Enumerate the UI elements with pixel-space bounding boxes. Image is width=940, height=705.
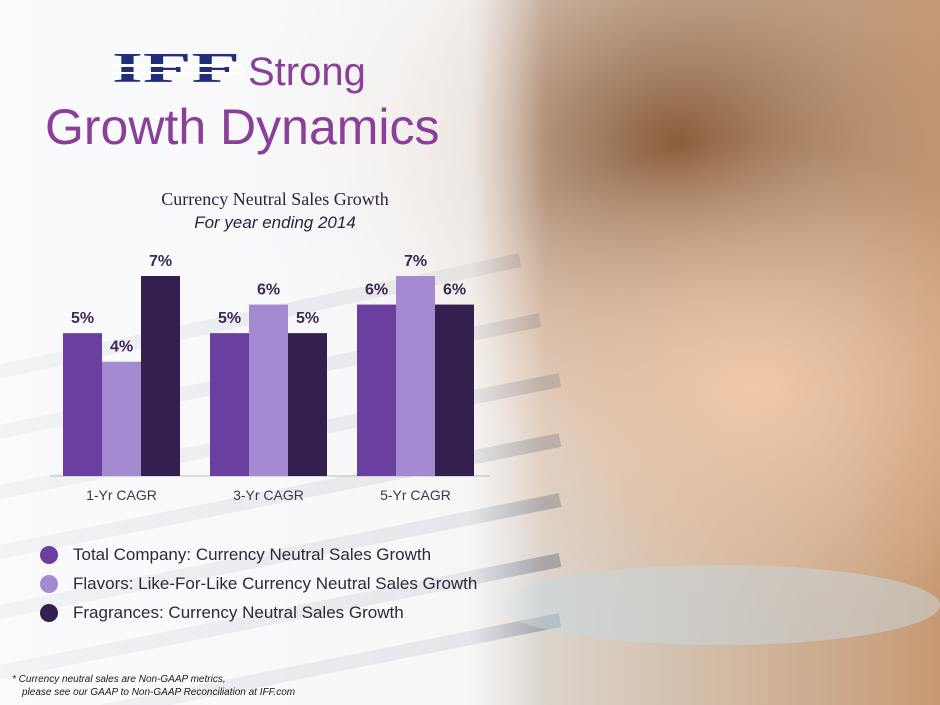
bar-1-yr-cagr-series-1 bbox=[102, 361, 141, 476]
bar-5-yr-cagr-series-0 bbox=[357, 304, 396, 476]
bar-1-yr-cagr-series-2 bbox=[141, 276, 180, 476]
footnote-line-2: please see our GAAP to Non-GAAP Reconcil… bbox=[22, 687, 296, 698]
bar-5-yr-cagr-series-1 bbox=[396, 276, 435, 476]
iff-logo: IFF bbox=[112, 48, 242, 88]
x-tick-label: 5-Yr CAGR bbox=[380, 487, 451, 503]
legend-item-total: Total Company: Currency Neutral Sales Gr… bbox=[40, 540, 477, 569]
bar-3-yr-cagr-series-2 bbox=[288, 333, 327, 476]
chart-legend: Total Company: Currency Neutral Sales Gr… bbox=[40, 540, 477, 627]
bar-chart: 5% 4% 7% 1-Yr CAGR 5% 6% 5% 3-Yr CAGR 6% 7% 6% 5-Yr… bbox=[50, 253, 490, 503]
bar-1-yr-cagr-series-0 bbox=[63, 333, 102, 476]
data-label: 6% bbox=[443, 282, 466, 299]
legend-swatch-flavors bbox=[40, 574, 58, 593]
legend-swatch-total bbox=[40, 545, 58, 564]
bar-5-yr-cagr-series-2 bbox=[435, 304, 474, 476]
data-label: 5% bbox=[296, 310, 319, 327]
data-label: 5% bbox=[71, 310, 94, 327]
legend-swatch-fragrances bbox=[40, 603, 58, 622]
bar-3-yr-cagr-series-0 bbox=[210, 333, 249, 476]
page-title: Growth Dynamics bbox=[45, 99, 440, 155]
legend-item-fragrances: Fragrances: Currency Neutral Sales Growt… bbox=[40, 598, 477, 627]
x-tick-label: 1-Yr CAGR bbox=[86, 487, 157, 503]
x-tick-label: 3-Yr CAGR bbox=[233, 487, 304, 503]
chart-subtitle: For year ending 2014 bbox=[194, 213, 356, 232]
data-label: 6% bbox=[365, 282, 388, 299]
data-label: 5% bbox=[218, 310, 241, 327]
footnote-line-1: * Currency neutral sales are Non-GAAP me… bbox=[12, 674, 226, 685]
footnote: * Currency neutral sales are Non-GAAP me… bbox=[12, 673, 295, 699]
title-strong: Strong bbox=[248, 50, 366, 94]
data-label: 7% bbox=[149, 253, 172, 270]
data-label: 6% bbox=[257, 282, 280, 299]
legend-label-total: Total Company: Currency Neutral Sales Gr… bbox=[73, 544, 432, 564]
legend-label-fragrances: Fragrances: Currency Neutral Sales Growt… bbox=[73, 602, 404, 622]
chart-title: Currency Neutral Sales Growth bbox=[161, 189, 389, 209]
data-label: 7% bbox=[404, 253, 427, 270]
iff-logo-text: IFF bbox=[112, 48, 240, 88]
legend-item-flavors: Flavors: Like-For-Like Currency Neutral … bbox=[40, 569, 477, 598]
bar-3-yr-cagr-series-1 bbox=[249, 304, 288, 476]
legend-label-flavors: Flavors: Like-For-Like Currency Neutral … bbox=[73, 573, 478, 593]
data-label: 4% bbox=[110, 339, 133, 356]
